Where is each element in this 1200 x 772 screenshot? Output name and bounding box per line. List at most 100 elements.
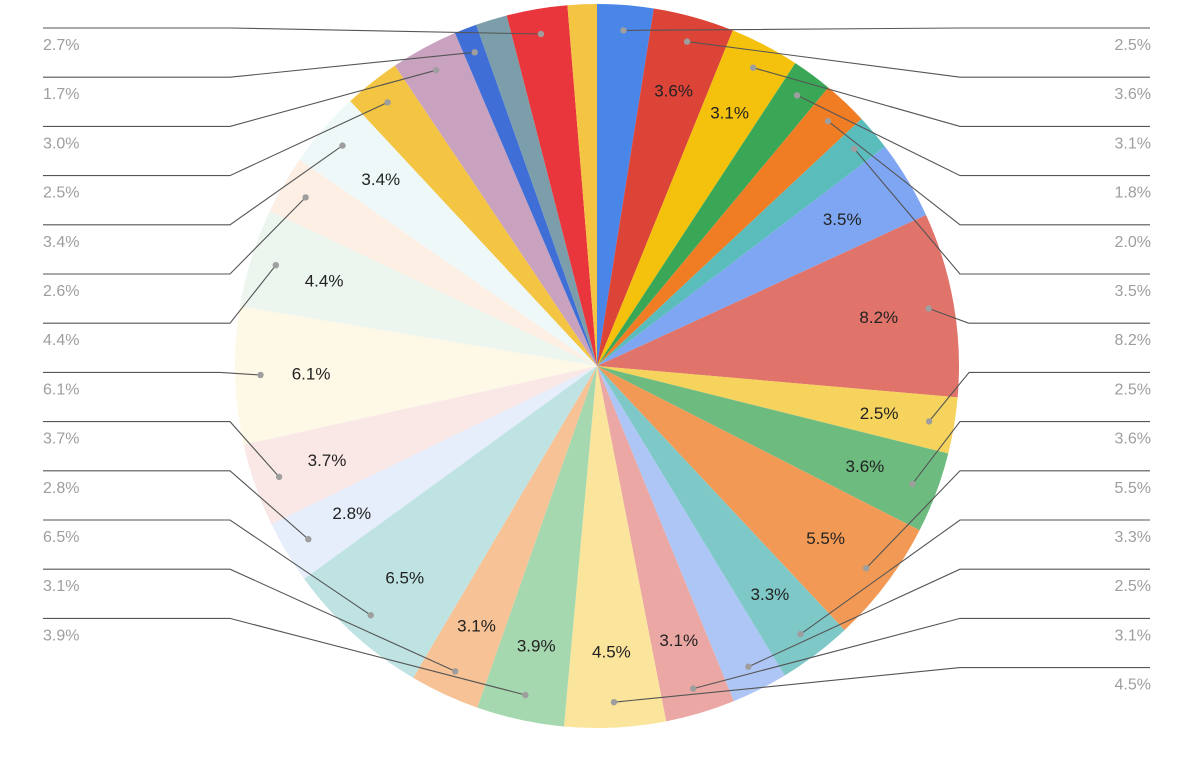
leader-line (853, 148, 1150, 275)
pie-slice (304, 366, 597, 678)
leader-anchor (522, 691, 529, 699)
outer-data-label: 3.1% (1115, 135, 1151, 152)
pie-slice (597, 366, 949, 531)
leader-line (43, 197, 306, 275)
leader-line (613, 667, 1150, 703)
outer-data-label: 3.4% (43, 234, 79, 251)
leader-line (865, 470, 1150, 569)
pie-slice (243, 366, 597, 525)
pie-slice (597, 366, 734, 722)
slice-data-label: 2.8% (332, 504, 371, 523)
leader-line (43, 264, 277, 324)
leader-anchor (683, 38, 691, 45)
pie-slice (271, 366, 597, 579)
leader-anchor (471, 49, 478, 56)
leader-anchor (797, 631, 804, 638)
leader-anchor (384, 99, 391, 106)
pie-slice (476, 15, 597, 366)
leader-line (43, 617, 526, 696)
pie-slice (394, 33, 597, 367)
leader-anchor (745, 663, 752, 670)
leader-anchor (690, 685, 697, 692)
leader-line (800, 519, 1150, 635)
pie-slice (413, 366, 597, 708)
leader-anchor (275, 473, 283, 481)
slice-data-label: 3.9% (517, 636, 556, 655)
pie-slice (299, 101, 597, 367)
inner-labels: 3.6% 3.1% 3.5% 8.2% 2.5% 3.6% 5.5% 3.3% 3.1% 4.5%… (292, 82, 899, 662)
leader-anchor (537, 30, 545, 38)
leader-anchor (367, 612, 374, 619)
leader-anchor (793, 92, 801, 99)
leader-line (43, 421, 280, 478)
pie-slice (235, 306, 597, 445)
pie-slice (563, 366, 667, 728)
slice-data-label: 3.5% (823, 210, 862, 229)
leader-lines (43, 27, 1150, 706)
slice-data-label: 3.1% (710, 104, 749, 123)
outer-data-label: 2.0% (1115, 234, 1151, 251)
slice-data-label: 6.1% (292, 365, 331, 384)
leader-line (43, 27, 542, 35)
leader-line (928, 371, 1150, 422)
slice-data-label: 4.5% (592, 643, 631, 662)
leader-anchor (302, 194, 309, 201)
leader-line (43, 371, 261, 376)
pie-slice (597, 215, 959, 398)
leader-line (43, 69, 437, 127)
leader-anchor (925, 418, 933, 425)
outer-data-label: 2.8% (43, 480, 79, 497)
slice-data-label: 6.5% (385, 569, 424, 588)
outer-data-label: 3.0% (43, 135, 79, 152)
outer-data-label: 3.1% (1115, 627, 1151, 644)
pie-slice (597, 366, 845, 676)
leader-line (43, 145, 343, 226)
outer-data-label: 3.5% (1115, 283, 1151, 300)
outer-data-label: 6.5% (43, 529, 79, 546)
pie-slice (597, 63, 829, 366)
leader-anchor (909, 480, 916, 488)
leader-anchor (620, 27, 627, 34)
outer-data-label: 5.5% (1115, 480, 1151, 497)
leader-line (623, 27, 1150, 31)
outer-data-label: 4.4% (43, 332, 79, 349)
leader-line (43, 101, 388, 177)
outer-data-label: 2.5% (1115, 381, 1151, 398)
leader-anchor (452, 668, 459, 675)
outer-data-label: 3.9% (43, 627, 79, 644)
leader-line (827, 120, 1150, 226)
outer-data-label: 3.6% (1115, 431, 1151, 448)
leader-line (693, 617, 1150, 690)
leader-anchor (257, 371, 264, 379)
pie-slice (597, 366, 920, 631)
leader-anchor (610, 699, 618, 706)
pie-slice (597, 366, 785, 702)
pie-slice (269, 159, 597, 366)
leader-line (43, 519, 372, 616)
pie-slice (477, 366, 597, 727)
leader-line (43, 470, 309, 540)
pie-slice (597, 87, 862, 367)
outer-labels-left: 2.7% 1.7% 3.0% 2.5% 3.4% 2.6% 4.4% 6.1% 3.7% 2.8%… (43, 37, 79, 644)
outer-data-label: 2.7% (43, 37, 79, 54)
leader-line (43, 51, 475, 78)
slice-data-label: 4.4% (305, 271, 344, 290)
leader-anchor (305, 536, 312, 543)
outer-data-label: 3.6% (1115, 86, 1151, 103)
leader-line (928, 307, 1150, 324)
outer-data-label: 3.1% (43, 578, 79, 595)
outer-labels-right: 2.5% 3.6% 3.1% 1.8% 2.0% 3.5% 8.2% 2.5% 3.6% 5.5%… (1115, 37, 1151, 694)
leader-line (748, 568, 1150, 668)
slice-data-label: 8.2% (859, 308, 898, 327)
outer-data-label: 8.2% (1115, 332, 1151, 349)
pie-slice (597, 146, 927, 366)
slice-data-label: 3.7% (308, 451, 347, 470)
slice-data-label: 3.1% (659, 631, 698, 650)
leader-line (687, 41, 1150, 78)
pie-slice (597, 118, 886, 366)
slice-data-label: 3.4% (361, 170, 400, 189)
pie-slice (506, 5, 597, 367)
outer-data-label: 2.5% (43, 185, 79, 202)
leader-anchor (851, 145, 858, 152)
